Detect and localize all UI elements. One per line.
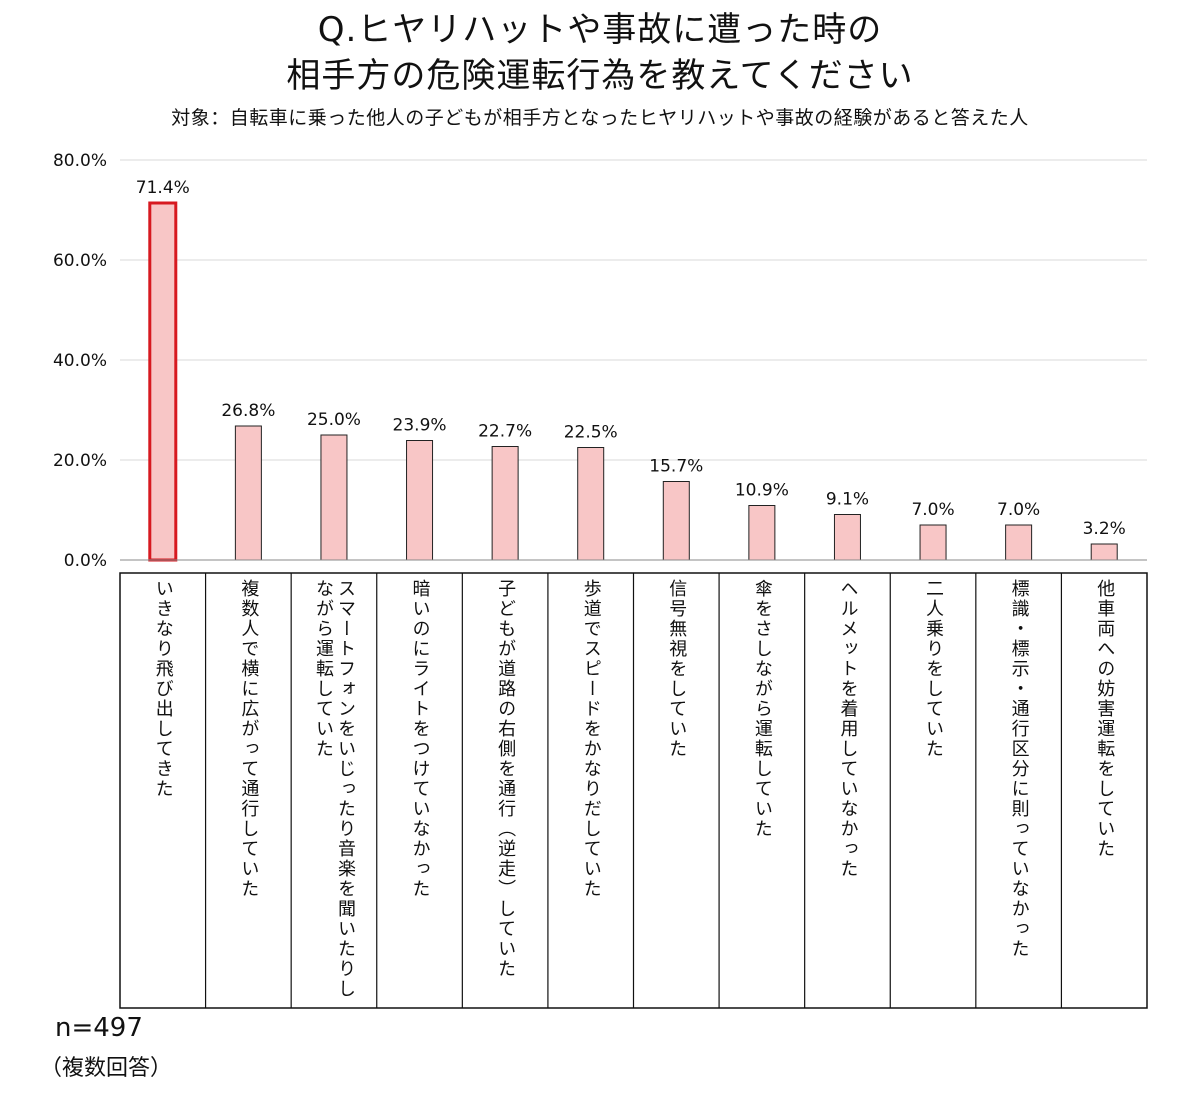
- bar: [1005, 524, 1033, 561]
- category-label: スマートフォンをいじったり音楽を聞いたりしながら運転していた: [312, 579, 356, 999]
- y-tick-label: 80.0%: [53, 151, 107, 171]
- category-label: 複数人で横に広がって通行していた: [238, 579, 260, 899]
- category-label: 傘をさしながら運転していた: [751, 579, 773, 839]
- category-cell: 複数人で横に広がって通行していた: [206, 573, 292, 1007]
- category-cell: 子どもが道路の右側を通行（逆走）していた: [462, 573, 548, 1007]
- category-cell: 信号無視をしていた: [634, 573, 720, 1007]
- data-label: 22.5%: [564, 423, 618, 443]
- data-label: 23.9%: [393, 416, 447, 436]
- category-label: 他車両への妨害運転をしていた: [1094, 579, 1116, 859]
- bar: [1090, 543, 1118, 561]
- category-label: 歩道でスピードをかなりだしていた: [580, 579, 602, 899]
- category-cell: 歩道でスピードをかなりだしていた: [548, 573, 634, 1007]
- bar: [919, 524, 947, 561]
- category-label: ヘルメットを着用していなかった: [837, 579, 859, 879]
- category-label: 二人乗りをしていた: [923, 579, 945, 759]
- y-tick-label: 0.0%: [64, 551, 107, 571]
- data-label: 22.7%: [478, 422, 532, 442]
- sample-size: n=497: [55, 1013, 143, 1043]
- data-label: 10.9%: [735, 481, 789, 501]
- bar: [577, 447, 605, 561]
- data-label: 71.4%: [136, 178, 190, 198]
- chart-title-line-1: Q.ヒヤリハットや事故に遭った時の: [317, 10, 883, 50]
- category-label: いきなり飛び出してきた: [152, 579, 174, 799]
- data-label: 15.7%: [649, 457, 703, 477]
- bar: [320, 434, 348, 561]
- category-cell: 二人乗りをしていた: [890, 573, 976, 1007]
- category-label: 信号無視をしていた: [666, 579, 688, 759]
- bar: [234, 425, 262, 561]
- bar: [833, 514, 861, 561]
- data-label: 7.0%: [911, 500, 954, 520]
- category-cell: スマートフォンをいじったり音楽を聞いたりしながら運転していた: [291, 573, 377, 1007]
- category-cell: 他車両への妨害運転をしていた: [1061, 573, 1147, 1007]
- category-cell: 傘をさしながら運転していた: [719, 573, 805, 1007]
- category-label: 暗いのにライトをつけていなかった: [409, 579, 431, 899]
- y-tick-label: 20.0%: [53, 451, 107, 471]
- category-label: 標識・標示・通行区分に則っていなかった: [1008, 579, 1030, 959]
- data-label: 3.2%: [1083, 519, 1126, 539]
- chart-subtitle: 対象：自転車に乗った他人の子どもが相手方となったヒヤリハットや事故の経験があると…: [171, 107, 1029, 129]
- category-cell: いきなり飛び出してきた: [120, 573, 206, 1007]
- category-cell: 暗いのにライトをつけていなかった: [377, 573, 463, 1007]
- y-tick-label: 40.0%: [53, 351, 107, 371]
- y-tick-label: 60.0%: [53, 251, 107, 271]
- bar: [662, 481, 690, 561]
- bar: [491, 446, 519, 561]
- chart-title-line-2: 相手方の危険運転行為を教えてください: [286, 56, 914, 96]
- data-label: 26.8%: [221, 401, 275, 421]
- multiple-answer-note: （複数回答）: [40, 1056, 173, 1081]
- data-label: 7.0%: [997, 500, 1040, 520]
- category-label: 子どもが道路の右側を通行（逆走）していた: [495, 579, 517, 979]
- category-cell: 標識・標示・通行区分に則っていなかった: [976, 573, 1062, 1007]
- category-cell: ヘルメットを着用していなかった: [805, 573, 891, 1007]
- data-label: 9.1%: [826, 490, 869, 510]
- bar: [406, 440, 434, 561]
- data-label: 25.0%: [307, 410, 361, 430]
- bar: [748, 505, 776, 561]
- bar: [148, 201, 178, 562]
